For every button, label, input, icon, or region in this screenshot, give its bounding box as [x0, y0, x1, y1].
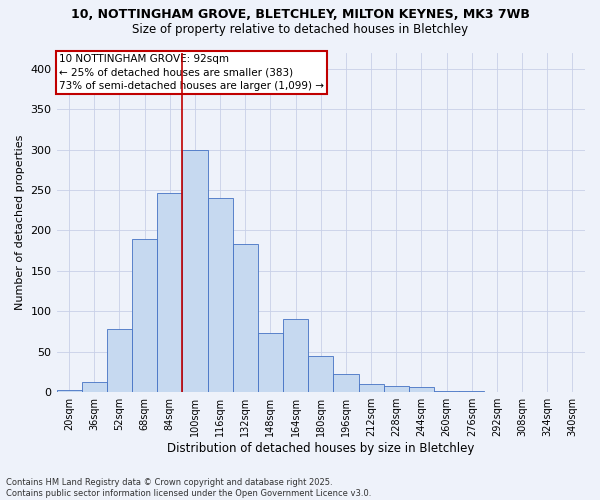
Bar	[409, 388, 434, 392]
X-axis label: Distribution of detached houses by size in Bletchley: Distribution of detached houses by size …	[167, 442, 475, 455]
Bar	[334, 374, 359, 392]
Text: Size of property relative to detached houses in Bletchley: Size of property relative to detached ho…	[132, 22, 468, 36]
Bar	[56, 390, 82, 392]
Bar	[208, 198, 233, 392]
Text: Contains HM Land Registry data © Crown copyright and database right 2025.
Contai: Contains HM Land Registry data © Crown c…	[6, 478, 371, 498]
Y-axis label: Number of detached properties: Number of detached properties	[15, 134, 25, 310]
Bar	[157, 193, 182, 392]
Bar	[132, 238, 157, 392]
Bar	[283, 320, 308, 392]
Bar	[383, 386, 409, 392]
Text: 10 NOTTINGHAM GROVE: 92sqm
← 25% of detached houses are smaller (383)
73% of sem: 10 NOTTINGHAM GROVE: 92sqm ← 25% of deta…	[59, 54, 324, 90]
Bar	[258, 333, 283, 392]
Bar	[434, 390, 459, 392]
Text: 10, NOTTINGHAM GROVE, BLETCHLEY, MILTON KEYNES, MK3 7WB: 10, NOTTINGHAM GROVE, BLETCHLEY, MILTON …	[71, 8, 529, 20]
Bar	[359, 384, 383, 392]
Bar	[233, 244, 258, 392]
Bar	[107, 329, 132, 392]
Bar	[308, 356, 334, 392]
Bar	[182, 150, 208, 392]
Bar	[82, 382, 107, 392]
